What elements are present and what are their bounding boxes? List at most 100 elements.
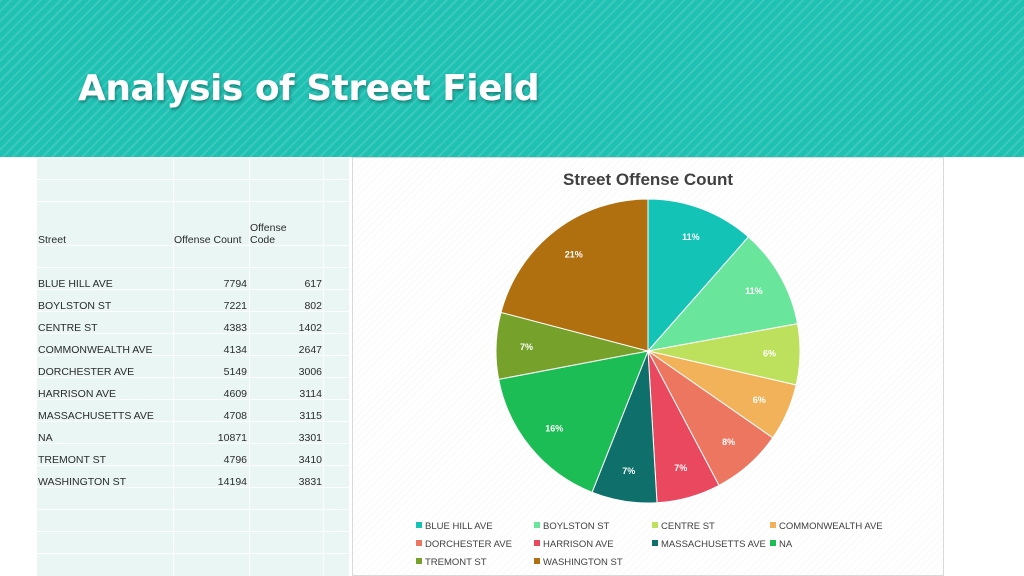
table-column-divider [249, 157, 250, 576]
header-offense-code: Code [250, 234, 276, 246]
legend-label: BOYLSTON ST [543, 521, 610, 532]
table-cell-street: COMMONWEALTH AVE [38, 344, 153, 356]
table-cell-offense-code: 2647 [298, 344, 322, 356]
legend-swatch [534, 540, 540, 547]
table-row-divider [37, 333, 349, 334]
pie-data-label: 21% [565, 250, 583, 260]
table-row-divider [37, 245, 349, 246]
header-street: Street [38, 234, 67, 246]
table-cell-offense-count: 4383 [223, 322, 247, 334]
pie-data-label: 6% [763, 349, 776, 359]
table-row-divider [37, 399, 349, 400]
table-cell-offense-code: 1402 [298, 322, 322, 334]
table-cell-offense-code: 3301 [298, 432, 322, 444]
table-cell-offense-code: 802 [304, 300, 322, 312]
pie-data-label: 7% [674, 463, 687, 473]
pie-data-label: 16% [545, 423, 563, 433]
legend-label: TREMONT ST [425, 557, 487, 568]
legend-label: COMMONWEALTH AVE [779, 521, 883, 532]
pie-chart: 11% 11% 6% 6% 8% 7% 7% 16% 7% 21% [495, 198, 801, 504]
legend-label: NA [779, 539, 793, 550]
legend-label: DORCHESTER AVE [425, 539, 512, 550]
table-cell-street: HARRISON AVE [38, 388, 116, 400]
table-row-divider [37, 355, 349, 356]
legend-swatch [770, 540, 776, 547]
table-cell-street: DORCHESTER AVE [38, 366, 135, 378]
table-cell-offense-count: 14194 [217, 476, 247, 488]
legend-item: WASHINGTON ST [534, 557, 623, 568]
legend-item: CENTRE ST [652, 521, 715, 532]
header-banner [0, 0, 1024, 157]
table-cell-offense-count: 4708 [223, 410, 247, 422]
table-cell-street: NA [38, 432, 53, 444]
table-row-divider [37, 201, 349, 202]
table-row-divider [37, 179, 349, 180]
table-cell-street: BLUE HILL AVE [38, 278, 113, 290]
table-row-divider [37, 157, 349, 158]
legend-swatch [534, 522, 540, 529]
table-cell-offense-code: 3114 [299, 388, 322, 400]
legend-item: HARRISON AVE [534, 539, 614, 550]
table-cell-offense-count: 4134 [223, 344, 247, 356]
legend-item: COMMONWEALTH AVE [770, 521, 883, 532]
pie-data-label: 11% [745, 286, 763, 296]
table-cell-offense-count: 7794 [223, 278, 247, 290]
legend-label: WASHINGTON ST [543, 557, 623, 568]
legend-swatch [652, 540, 658, 547]
table-cell-street: WASHINGTON ST [38, 476, 127, 488]
table-cell-offense-code: 3115 [299, 410, 322, 422]
table-cell-offense-code: 3006 [298, 366, 322, 378]
legend-item: BOYLSTON ST [534, 521, 609, 532]
table-row-divider [37, 443, 349, 444]
table-cell-offense-count: 7221 [223, 300, 247, 312]
table-cell-offense-code: 3410 [298, 454, 322, 466]
legend-label: CENTRE ST [661, 521, 715, 532]
pie-slice [498, 350, 649, 493]
legend-item: DORCHESTER AVE [416, 539, 512, 550]
legend-swatch [416, 558, 422, 565]
pie-data-label: 7% [622, 466, 635, 476]
legend-label: MASSACHUSETTS AVE [661, 539, 766, 550]
table-cell-offense-count: 10871 [217, 432, 247, 444]
table-row-divider [37, 509, 349, 510]
table-row-divider [37, 289, 349, 290]
table-cell-offense-code: 3831 [298, 476, 322, 488]
pie-slice [647, 198, 750, 353]
legend-item: MASSACHUSETTS AVE [652, 539, 766, 550]
table-column-divider [323, 157, 324, 576]
table-row-divider [37, 487, 349, 488]
table-cell-street: TREMONT ST [38, 454, 107, 466]
legend-swatch [534, 558, 540, 565]
table-row-divider [37, 377, 349, 378]
pie-data-label: 6% [753, 395, 766, 405]
table-cell-offense-count: 4796 [223, 454, 247, 466]
table-row-divider [37, 311, 349, 312]
legend-swatch [770, 522, 776, 529]
legend-swatch [652, 522, 658, 529]
table-cell-offense-count: 4609 [223, 388, 247, 400]
table-row-divider [37, 267, 349, 268]
chart-panel: Street Offense Count 11% 11% 6% 6% 8% 7% 7% 16%… [352, 157, 944, 576]
table-row-divider [37, 421, 349, 422]
table-cell-street: MASSACHUSETTS AVE [38, 410, 154, 422]
data-table: Street Offense Count Offense Code BLUE H… [37, 157, 349, 576]
pie-slice [500, 198, 649, 352]
table-column-divider [173, 157, 174, 576]
table-cell-street: CENTRE ST [38, 322, 98, 334]
table-row-divider [37, 531, 349, 532]
table-row-divider [37, 553, 349, 554]
legend-swatch [416, 540, 422, 547]
slide-title: Analysis of Street Field [78, 68, 540, 109]
table-row-divider [37, 465, 349, 466]
legend-label: BLUE HILL AVE [425, 521, 493, 532]
legend-item: NA [770, 539, 792, 550]
table-cell-offense-count: 5149 [223, 366, 247, 378]
chart-title: Street Offense Count [562, 170, 734, 189]
legend-swatch [416, 522, 422, 529]
pie-slice [646, 236, 799, 352]
pie-data-label: 8% [722, 437, 735, 447]
table-cell-street: BOYLSTON ST [38, 300, 112, 312]
legend-label: HARRISON AVE [543, 539, 614, 550]
legend-item: BLUE HILL AVE [416, 521, 493, 532]
header-offense-count: Offense Count [174, 234, 242, 246]
